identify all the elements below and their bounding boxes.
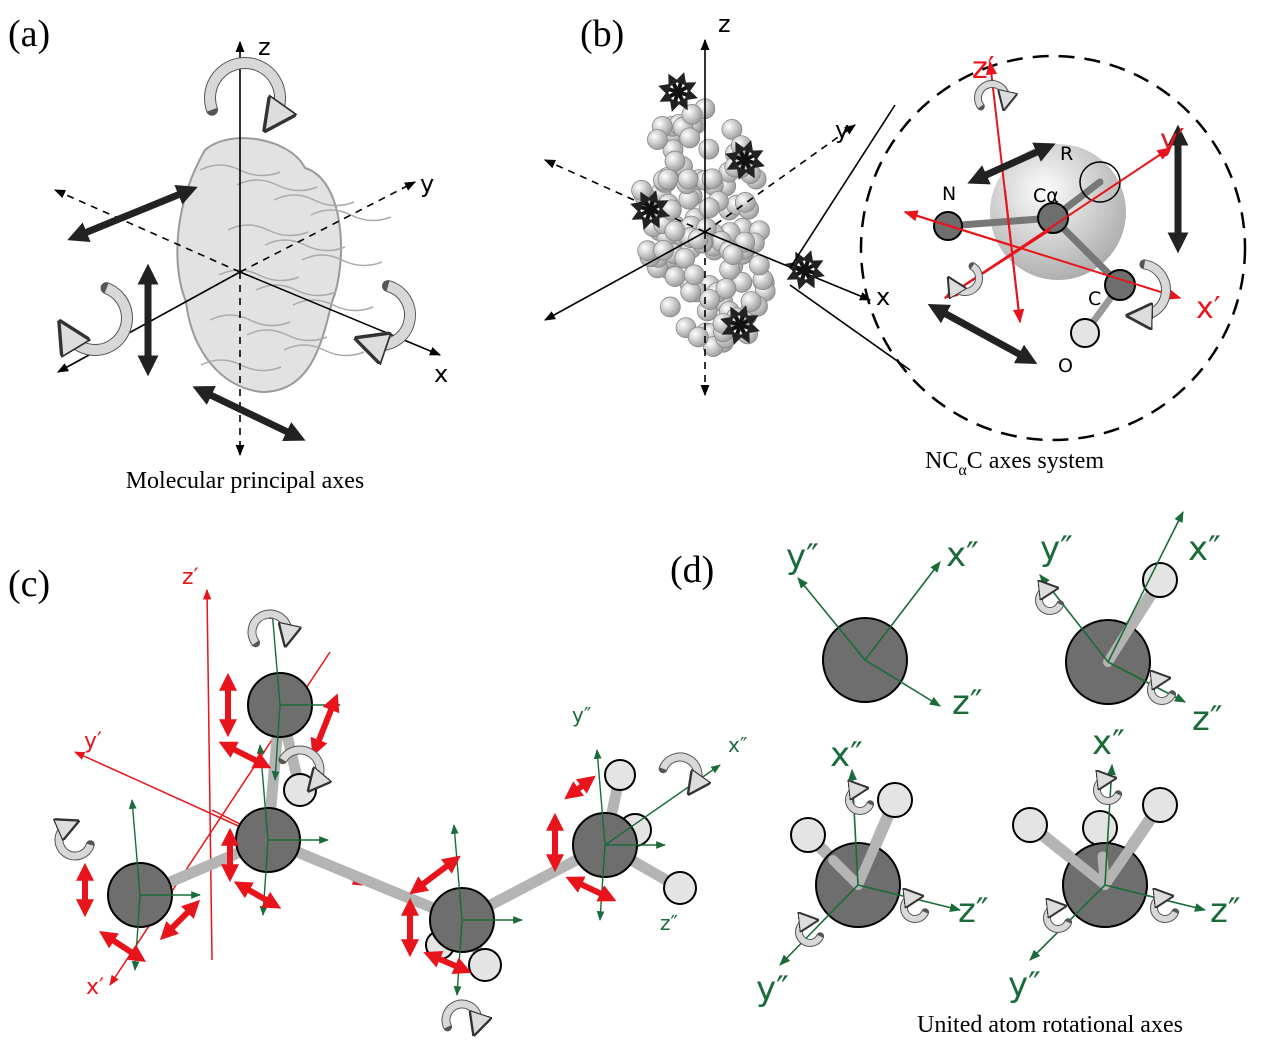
residue-bead — [680, 128, 700, 148]
hydrogen-atom — [791, 818, 825, 852]
hydrogen-atom — [664, 872, 696, 904]
caption: NCαC axes system — [925, 448, 1104, 479]
translation-arrow — [570, 780, 590, 795]
hydrogen-atom — [605, 760, 635, 790]
label: z — [718, 10, 731, 38]
translation-arrow — [200, 390, 298, 437]
axis-line — [207, 590, 212, 960]
label: R — [1060, 143, 1073, 165]
label: C — [1088, 288, 1101, 310]
translation-arrow — [240, 885, 275, 905]
rotation-arrow — [59, 825, 90, 856]
residue-bead — [658, 169, 678, 189]
residue-bead — [684, 265, 704, 285]
residue-bead — [647, 130, 667, 150]
label: y″ — [1040, 529, 1073, 569]
label: z″ — [660, 911, 678, 935]
caption-part: C axes system — [967, 448, 1105, 474]
label: N — [942, 183, 956, 205]
residue-bead — [699, 198, 719, 218]
label: O — [1058, 355, 1073, 377]
label: x″ — [1092, 723, 1125, 763]
label: (a) — [8, 13, 50, 55]
label: x — [434, 360, 448, 388]
rotation-arrow — [68, 288, 127, 350]
residue-bead — [699, 139, 719, 159]
residue-bead — [660, 297, 680, 317]
label: z″ — [952, 683, 983, 723]
label: x″ — [830, 735, 863, 775]
residue-bead — [735, 192, 755, 212]
label: (b) — [580, 13, 624, 55]
label: x″ — [728, 733, 747, 757]
label: x″ — [1188, 529, 1221, 569]
hydrogen-atom — [284, 774, 316, 806]
translation-arrow — [315, 700, 335, 750]
label: Cα — [1033, 185, 1059, 207]
label: z″ — [1210, 891, 1241, 931]
label: x′ — [86, 975, 104, 1000]
rotation-arrow — [210, 63, 280, 118]
label: (c) — [8, 563, 50, 605]
label: United atom rotational axes — [917, 1012, 1183, 1038]
label: z — [258, 33, 271, 61]
label: y′ — [1160, 123, 1185, 158]
hydrogen-atom — [1143, 563, 1177, 597]
label: z″ — [1192, 699, 1223, 739]
hydrogen-atom — [878, 783, 912, 817]
label: z′ — [972, 51, 995, 86]
label: Molecular principal axes — [126, 468, 365, 494]
label: y″ — [572, 703, 591, 727]
residue-bead — [716, 278, 736, 298]
residue-bead — [665, 267, 685, 287]
hydrogen-atom — [1143, 788, 1177, 822]
translation-arrow — [572, 880, 610, 898]
heavy-atom — [1105, 270, 1135, 300]
label: x″ — [946, 535, 979, 575]
translation-arrow — [935, 308, 1030, 360]
rotation-arrow — [370, 286, 410, 345]
translation-arrow — [415, 860, 455, 890]
label: x — [876, 283, 890, 311]
label: (d) — [670, 549, 714, 591]
label: y″ — [1008, 965, 1041, 1005]
caption-part: NC — [925, 448, 958, 474]
label: y″ — [786, 537, 819, 577]
hydrogen-atom — [1071, 319, 1099, 347]
residue-bead — [678, 169, 698, 189]
translation-arrow — [225, 745, 265, 765]
residue-bead — [681, 282, 701, 302]
residue-bead — [723, 245, 743, 265]
residue-bead — [665, 151, 685, 171]
residue-bead — [682, 104, 702, 124]
label: y — [835, 116, 849, 144]
residue-bead — [741, 291, 761, 311]
label: y′ — [84, 729, 102, 754]
label: z′ — [182, 565, 199, 590]
residue-bead — [665, 221, 685, 241]
hydrogen-atom — [1083, 811, 1117, 845]
label: y — [420, 170, 434, 198]
hydrogen-atom — [1013, 808, 1047, 842]
zoom-line — [790, 285, 910, 370]
figure: (a) z y x Molecular principal axes (b) z y x z′ y′… — [0, 0, 1262, 1050]
hydrogen-atom — [469, 949, 501, 981]
label: y″ — [756, 969, 789, 1009]
label: z″ — [958, 891, 989, 931]
translation-arrow — [75, 190, 190, 237]
label: x′ — [1196, 291, 1221, 326]
